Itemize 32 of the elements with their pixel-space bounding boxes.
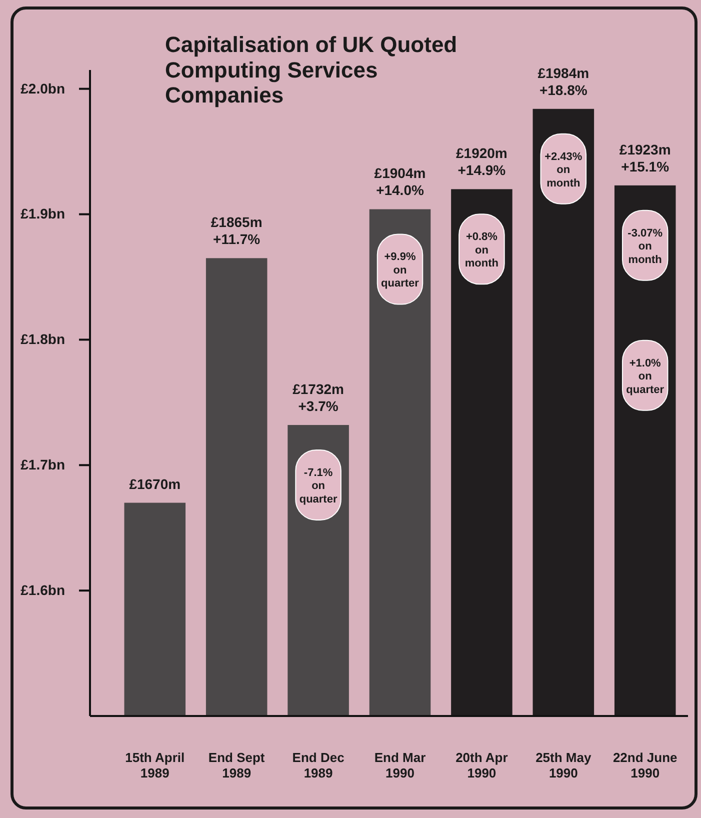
x-tick-label: 15th April 1989: [125, 750, 185, 781]
annotation: +2.43% on month: [544, 150, 582, 190]
annotation: £1923m: [619, 141, 671, 158]
annotation: £1670m: [129, 476, 181, 492]
x-tick-label: 25th May 1990: [536, 750, 592, 781]
annotation: +3.7%: [298, 398, 339, 414]
y-tick-label: £1.9bn: [20, 206, 65, 222]
annotation: £1984m: [538, 64, 590, 81]
x-tick-label: 22nd June 1990: [612, 750, 678, 781]
chart-title: Capitalisation of UK Quoted Computing Services Companies: [165, 32, 458, 108]
annotation: +0.8% on month: [464, 231, 499, 270]
annotation: £1920m: [456, 145, 508, 162]
annotation: £1732m: [292, 380, 344, 397]
annotation: +11.7%: [213, 231, 261, 248]
x-tick-label: 20th Apr 1990: [456, 750, 508, 781]
y-tick-label: £1.6bn: [20, 582, 65, 598]
annotation: +14.0%: [376, 182, 424, 198]
annotation: -7.1% on quarter: [299, 466, 338, 506]
y-tick-label: £1.8bn: [20, 331, 65, 348]
annotation: +14.9%: [458, 162, 506, 178]
x-tick-label: End Sept 1989: [208, 750, 266, 781]
annotation: £1904m: [374, 165, 426, 182]
annotation: +1.0% on quarter: [626, 357, 665, 396]
x-tick-label: End Mar 1990: [374, 750, 426, 781]
annotation: +18.8%: [539, 82, 588, 98]
annotation: +15.1%: [621, 158, 670, 174]
annotation: £1865m: [210, 214, 262, 230]
y-tick-label: £2.0bn: [20, 80, 65, 96]
y-tick-label: £1.7bn: [20, 456, 65, 473]
x-tick-label: End Dec 1989: [292, 750, 344, 781]
annotation: +9.9% on quarter: [381, 251, 420, 290]
annotation: -3.07% on month: [628, 227, 663, 266]
